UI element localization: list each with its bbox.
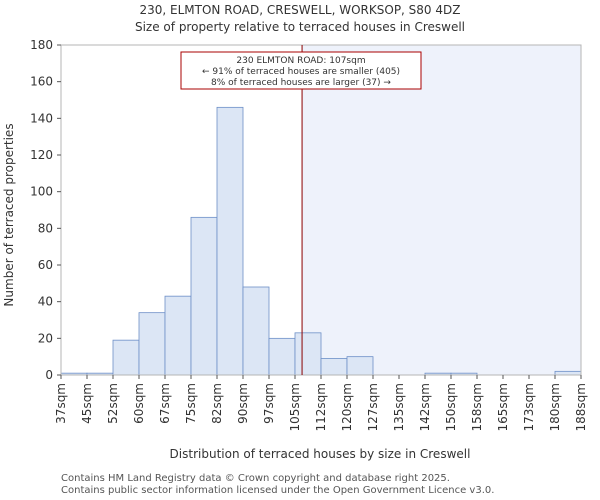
x-tick-label: 127sqm: [366, 383, 380, 431]
x-tick-label: 105sqm: [288, 383, 302, 431]
x-tick-label: 120sqm: [340, 383, 354, 431]
y-tick-label: 0: [45, 368, 53, 382]
x-tick-label: 150sqm: [444, 383, 458, 431]
y-tick-label: 60: [38, 258, 53, 272]
y-tick-label: 40: [38, 295, 53, 309]
x-tick-label: 90sqm: [236, 383, 250, 424]
x-tick-label: 60sqm: [132, 383, 146, 424]
histogram-bar: [112, 339, 140, 376]
larger-region-shading: [302, 45, 581, 375]
y-tick-label: 120: [30, 148, 53, 162]
histogram-bar: [554, 370, 582, 376]
annotation-line: 230 ELMTON ROAD: 107sqm: [236, 56, 365, 66]
x-tick-label: 97sqm: [262, 383, 276, 424]
x-tick-label: 82sqm: [210, 383, 224, 424]
x-tick-label: 188sqm: [574, 383, 588, 431]
chart-svg: 230, ELMTON ROAD, CRESWELL, WORKSOP, S80…: [2, 3, 588, 461]
x-tick-label: 112sqm: [314, 383, 328, 431]
x-axis-label: Distribution of terraced houses by size …: [170, 447, 471, 461]
y-tick-label: 140: [30, 111, 53, 125]
histogram-bar: [190, 216, 218, 376]
footer-copyright: Contains HM Land Registry data © Crown c…: [61, 473, 450, 484]
histogram-bar: [164, 295, 192, 376]
x-tick-label: 75sqm: [184, 383, 198, 424]
x-tick-label: 142sqm: [418, 383, 432, 431]
chart-subtitle: Size of property relative to terraced ho…: [135, 20, 465, 34]
histogram-bar: [216, 106, 244, 376]
histogram-bar: [346, 356, 374, 376]
histogram-bar: [268, 337, 296, 376]
x-tick-label: 165sqm: [496, 383, 510, 431]
x-tick-label: 173sqm: [522, 383, 536, 431]
x-tick-label: 135sqm: [392, 383, 406, 431]
y-tick-label: 20: [38, 331, 53, 345]
y-axis-label: Number of terraced properties: [2, 123, 16, 306]
annotation-line: ← 91% of terraced houses are smaller (40…: [202, 67, 400, 77]
x-tick-label: 180sqm: [548, 383, 562, 431]
y-tick-label: 100: [30, 185, 53, 199]
x-tick-label: 67sqm: [158, 383, 172, 424]
chart-title: 230, ELMTON ROAD, CRESWELL, WORKSOP, S80…: [140, 3, 461, 17]
x-tick-label: 52sqm: [106, 383, 120, 424]
x-tick-label: 158sqm: [470, 383, 484, 431]
y-tick-label: 160: [30, 75, 53, 89]
histogram-bar: [294, 332, 322, 376]
histogram-bar: [138, 312, 166, 376]
y-tick-label: 80: [38, 221, 53, 235]
x-tick-label: 45sqm: [80, 383, 94, 424]
histogram-bar: [320, 358, 348, 376]
annotation-box: [180, 51, 422, 90]
footer-licence: Contains public sector information licen…: [61, 485, 495, 496]
x-tick-label: 37sqm: [54, 383, 68, 424]
y-tick-label: 180: [30, 38, 53, 52]
histogram-bar: [242, 286, 270, 376]
annotation-line: 8% of terraced houses are larger (37) →: [211, 78, 391, 88]
